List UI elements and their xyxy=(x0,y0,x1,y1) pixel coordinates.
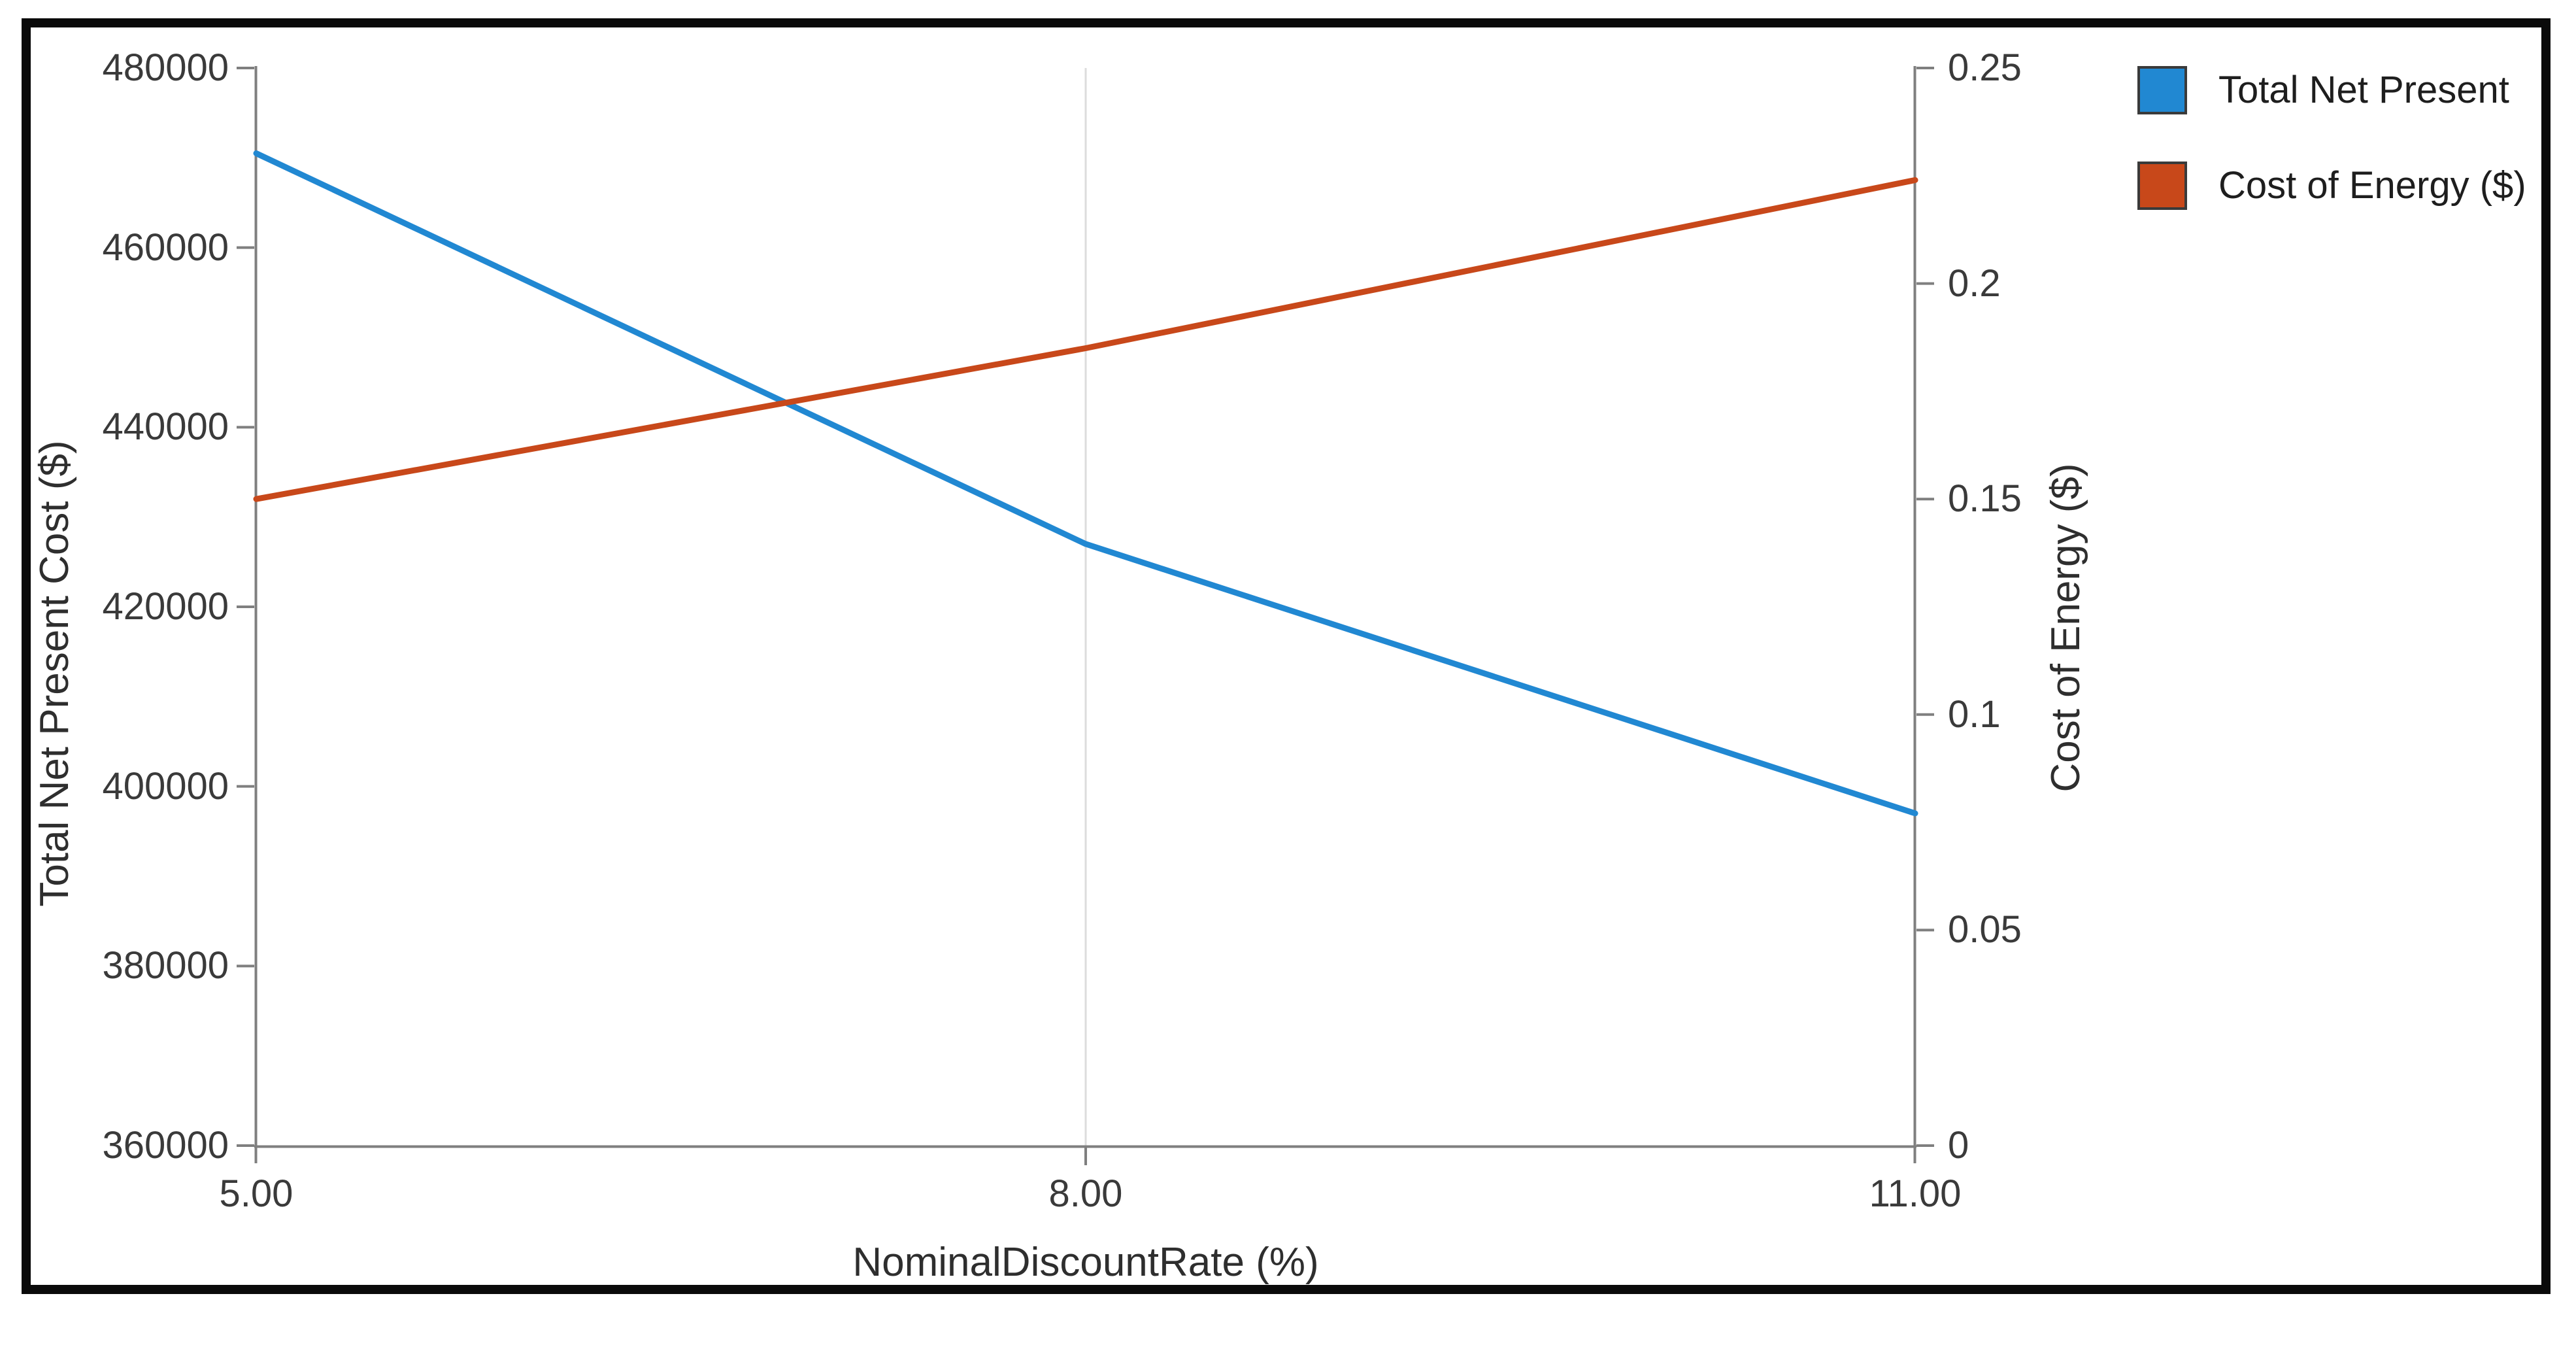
left-tick-label-380000: 380000 xyxy=(102,944,229,987)
chart-frame-border xyxy=(22,18,2551,1294)
right-tick-label-0-05: 0.05 xyxy=(1948,908,2022,951)
x-tick-label-11: 11.00 xyxy=(1869,1172,1962,1215)
legend-swatch-blue-icon xyxy=(2137,66,2187,114)
right-tick-label-0: 0 xyxy=(1948,1124,1969,1167)
right-tick-label-0-25: 0.25 xyxy=(1948,46,2022,89)
x-axis-title: NominalDiscountRate (%) xyxy=(852,1240,1319,1285)
right-axis-title: Cost of Energy ($) xyxy=(2043,463,2088,793)
left-tick-label-480000: 480000 xyxy=(102,46,229,89)
left-tick-label-400000: 400000 xyxy=(102,765,229,808)
legend-swatch-orange-icon xyxy=(2137,162,2187,210)
left-tick-label-420000: 420000 xyxy=(102,585,229,628)
left-tick-label-360000: 360000 xyxy=(102,1124,229,1167)
right-tick-label-0-2: 0.2 xyxy=(1948,262,2001,305)
legend-item-cost-of-energy: Cost of Energy ($) xyxy=(2137,162,2541,210)
left-axis-title: Total Net Present Cost ($) xyxy=(32,440,77,907)
left-tick-label-440000: 440000 xyxy=(102,405,229,448)
right-tick-label-0-1: 0.1 xyxy=(1948,693,2001,736)
x-tick-label-8: 8.00 xyxy=(1048,1172,1123,1215)
line-cost-of-energy xyxy=(253,177,1918,502)
axis-ticks xyxy=(237,67,1934,1165)
legend-label: Total Net Present xyxy=(2218,69,2509,111)
x-tick-label-5: 5.00 xyxy=(219,1172,293,1215)
legend-item-total-net-present: Total Net Present xyxy=(2137,66,2541,114)
legend-label: Cost of Energy ($) xyxy=(2218,164,2526,207)
line-total-net-present-cost xyxy=(253,150,1918,817)
right-tick-label-0-15: 0.15 xyxy=(1948,477,2022,520)
legend: Total Net Present Cost of Energy ($) xyxy=(2137,66,2541,210)
left-tick-label-460000: 460000 xyxy=(102,226,229,269)
